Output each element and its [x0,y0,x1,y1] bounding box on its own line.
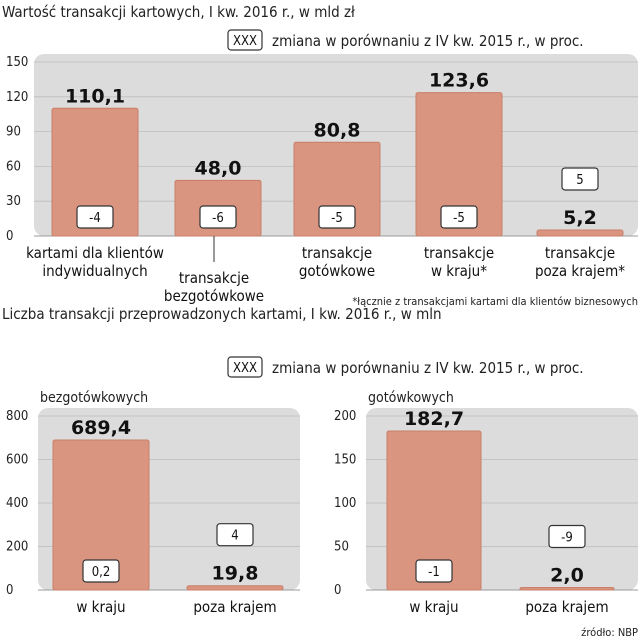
change-label: -5 [331,211,343,226]
y-tick-label: 150 [334,453,356,468]
y-tick-label: 120 [6,90,28,105]
change-box [561,167,599,191]
data-label: 123,6 [429,70,489,92]
change-label: -1 [428,565,440,580]
change-box [548,524,586,549]
change-label: 0,2 [92,565,111,580]
y-tick-label: 100 [334,496,356,511]
category-label: poza krajem [193,598,276,616]
change-box [440,205,478,229]
chart1-legend-box-text: XXX [233,34,257,49]
category-label: bezgotówkowe [164,287,264,305]
category-label: indywidualnych [42,262,147,280]
change-box [199,205,237,229]
subchart-title: bezgotówkowych [40,390,148,406]
chart2-legend-text: zmiana w porównaniu z IV kw. 2015 r., w … [272,359,584,377]
change-box [415,559,453,583]
data-label: 689,4 [71,417,131,439]
change-label: -6 [212,211,224,226]
chart1-plot: 0 30 60 90 120 150 110,1 -4 48,0 -6 80,8 -5 123,6 -5 5… [6,54,638,305]
y-tick-label: 600 [6,453,28,468]
chart2-legend-swatch [227,356,263,378]
y-tick-label: 90 [6,125,21,140]
category-label: transakcje [302,244,372,262]
category-label: poza krajem [525,598,608,616]
bar [186,585,284,591]
category-label: kartami dla klientów [26,244,164,262]
change-box [216,523,254,547]
y-tick-label: 30 [6,194,21,209]
y-tick-label: 800 [6,409,28,424]
change-box [82,559,120,583]
category-label: transakcje [424,244,494,262]
chart1-legend-text: zmiana w porównaniu z IV kw. 2015 r., w … [272,32,584,50]
bar [51,107,139,237]
y-tick-label: 0 [6,229,13,244]
data-label: 182,7 [404,408,464,430]
bar [519,587,615,591]
y-tick-label: 200 [334,409,356,424]
category-label: poza krajem* [535,262,625,280]
category-label: w kraju [409,598,458,616]
category-label: w kraju [76,598,125,616]
change-label: 5 [576,173,583,188]
change-label: -9 [561,531,573,546]
data-label: 48,0 [195,157,242,179]
chart2b-plot: 0 50 100 150 200 gotówkowych 182,7 -1 2,0 -9 w kra… [334,390,638,616]
category-label: transakcje [179,269,249,287]
bar [415,92,503,237]
change-box [318,205,356,229]
bar [293,141,381,237]
y-tick-label: 150 [6,55,28,70]
y-tick-label: 200 [6,540,28,555]
chart1-legend-swatch [227,29,263,51]
y-tick-label: 400 [6,496,28,511]
change-label: -4 [89,211,101,226]
y-tick-label: 0 [334,583,341,598]
chart1-footnote: *łącznie z transakcjami kartami dla klie… [352,295,638,308]
chart2-legend-box-text: XXX [233,361,257,376]
change-box [76,205,114,229]
category-label: gotówkowe [299,262,375,280]
source-note: źródło: NBP [581,626,638,639]
change-label: 4 [231,529,238,544]
chart1-title: Wartość transakcji kartowych, I kw. 2016… [2,3,355,21]
y-tick-label: 60 [6,159,21,174]
data-label: 110,1 [65,85,125,107]
data-label: 80,8 [314,119,361,141]
category-label: transakcje [545,244,615,262]
category-label: w kraju* [431,262,487,280]
bar [52,439,150,591]
data-label: 2,0 [550,565,584,587]
y-tick-label: 50 [334,540,349,555]
data-label: 5,2 [563,207,597,229]
chart2-title: Liczba transakcji przeprowadzonych karta… [2,305,442,323]
bar [386,430,482,591]
y-tick-label: 0 [6,583,13,598]
chart2a-plot: 0 200 400 600 800 bezgotówkowych 689,4 0,2 19,8 4… [6,390,300,616]
data-label: 19,8 [212,563,259,585]
change-label: -5 [453,211,465,226]
subchart-title: gotówkowych [368,390,454,406]
bar [536,229,624,237]
